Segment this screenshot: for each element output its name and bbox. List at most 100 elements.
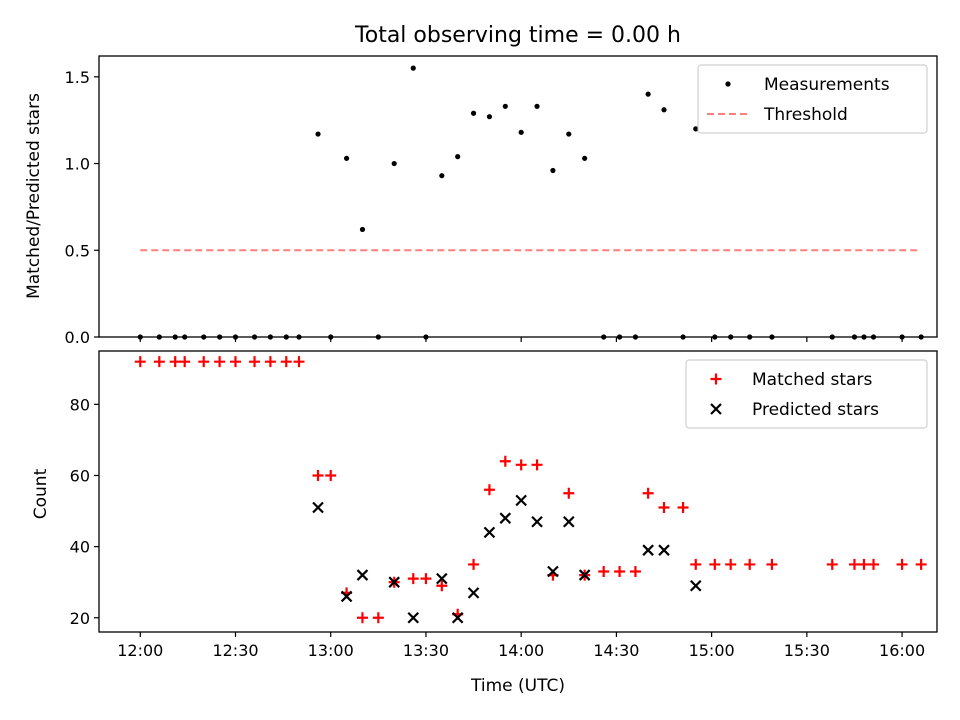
matched-star-point: [407, 573, 419, 585]
predicted-star-point: [340, 590, 353, 603]
legend: Measurements Threshold: [697, 64, 928, 134]
matched-star-point: [356, 612, 368, 624]
predicted-star-point: [563, 515, 575, 528]
x-tick-label: 12:30: [212, 641, 258, 660]
measurement-point: [582, 155, 588, 161]
measurement-point: [391, 160, 397, 167]
x-tick-label: 13:30: [403, 641, 449, 660]
legend-box: [685, 359, 928, 429]
matched-star-point: [499, 455, 511, 467]
predicted-star-point: [531, 515, 543, 528]
matched-star-point: [515, 459, 527, 471]
matched-star-point: [169, 356, 181, 368]
x-axis-label: Time (UTC): [470, 676, 565, 696]
matched-star-point: [264, 356, 276, 368]
predicted-star-point: [642, 544, 654, 556]
matched-star-point: [280, 356, 292, 368]
matched-star-point: [312, 469, 324, 481]
predicted-star-point: [689, 579, 702, 592]
measurement-point: [550, 167, 556, 174]
predicted-star-point: [436, 572, 448, 585]
legend-label: Measurements: [764, 75, 890, 95]
predicted-star-point: [499, 512, 512, 524]
x-tick-label: 15:30: [784, 641, 830, 660]
matched-star-point: [677, 502, 689, 514]
measurement-point: [439, 173, 445, 179]
legend-marker: [710, 373, 722, 385]
legend-box: [697, 64, 928, 134]
matched-star-point: [614, 566, 626, 578]
matched-star-point: [744, 558, 756, 570]
plot-marks: [137, 65, 924, 340]
chart-title: Total observing time = 0.00 h: [354, 23, 681, 48]
measurement-point: [645, 91, 651, 97]
y-tick-label: 40: [70, 538, 90, 557]
matched-star-point: [563, 487, 575, 499]
measurement-point: [518, 129, 524, 135]
predicted-star-point: [467, 587, 480, 599]
predicted-star-point: [356, 569, 369, 581]
legend-marker: [725, 81, 731, 87]
measurement-point: [410, 65, 416, 71]
measurement-point: [315, 131, 321, 137]
predicted-star-point: [578, 569, 591, 581]
matched-star-point: [848, 558, 860, 570]
predicted-star-point: [658, 544, 670, 556]
legend-label: Threshold: [763, 105, 848, 125]
y-tick-label: 60: [70, 466, 90, 485]
plot-marks: [134, 356, 927, 624]
matched-star-point: [709, 558, 721, 570]
matched-star-point: [134, 356, 146, 368]
x-tick-label: 12:00: [117, 641, 163, 660]
plot-frame: [98, 350, 938, 633]
y-axis-label: Matched/Predicted stars: [24, 93, 44, 299]
matched-star-point: [690, 558, 702, 570]
legend: Matched stars Predicted stars: [685, 359, 928, 429]
y-tick-label: 1.0: [65, 155, 90, 174]
y-axis-label: Count: [31, 468, 51, 519]
ratio-panel: Total observing time = 0.00 h Matched/Pr…: [24, 23, 938, 347]
matched-star-point: [179, 356, 191, 368]
matched-star-point: [436, 580, 448, 592]
matched-star-point: [531, 459, 543, 471]
predicted-star-point: [312, 501, 324, 514]
legend-label: Predicted stars: [752, 400, 879, 420]
matched-star-point: [868, 558, 880, 570]
measurement-point: [566, 131, 572, 137]
y-tick-label: 0.5: [65, 241, 90, 260]
predicted-star-point: [451, 611, 464, 624]
matched-star-point: [372, 612, 384, 624]
predicted-star-point: [388, 576, 400, 588]
matched-star-point: [598, 566, 610, 578]
matched-star-point: [229, 356, 241, 368]
y-ticks: 0.0 0.5 1.0 1.5: [65, 68, 99, 347]
x-ticks: 12:00 12:30 13:00 13:30 14:00 14:30 15:00 15:30…: [117, 632, 925, 660]
y-tick-label: 1.5: [65, 68, 90, 87]
x-tick-label: 13:00: [308, 641, 354, 660]
matched-star-point: [483, 484, 495, 496]
matched-star-point: [826, 558, 838, 570]
matched-star-point: [642, 487, 654, 499]
matched-star-point: [658, 502, 670, 514]
matched-star-point: [153, 356, 165, 368]
matched-star-point: [629, 566, 641, 578]
matched-star-point: [766, 558, 778, 570]
matched-star-point: [325, 469, 337, 481]
matched-star-point: [420, 573, 432, 585]
measurement-point: [343, 155, 350, 161]
x-tick-label: 15:00: [689, 641, 735, 660]
x-tick-label: 14:00: [498, 641, 544, 660]
predicted-star-point: [515, 494, 527, 507]
matched-star-point: [915, 558, 927, 570]
predicted-star-point: [407, 611, 420, 624]
y-tick-label: 20: [70, 609, 90, 628]
y-tick-label: 0.0: [65, 328, 90, 347]
matched-star-point: [896, 558, 908, 570]
predicted-star-point: [483, 526, 496, 539]
count-panel: Count Time (UTC) 20 40 60 80 12:00 12:30 13:0…: [31, 350, 938, 696]
measurement-point: [455, 154, 461, 160]
matched-star-point: [468, 558, 480, 570]
measurement-point: [693, 126, 699, 132]
matched-star-point: [858, 558, 870, 570]
